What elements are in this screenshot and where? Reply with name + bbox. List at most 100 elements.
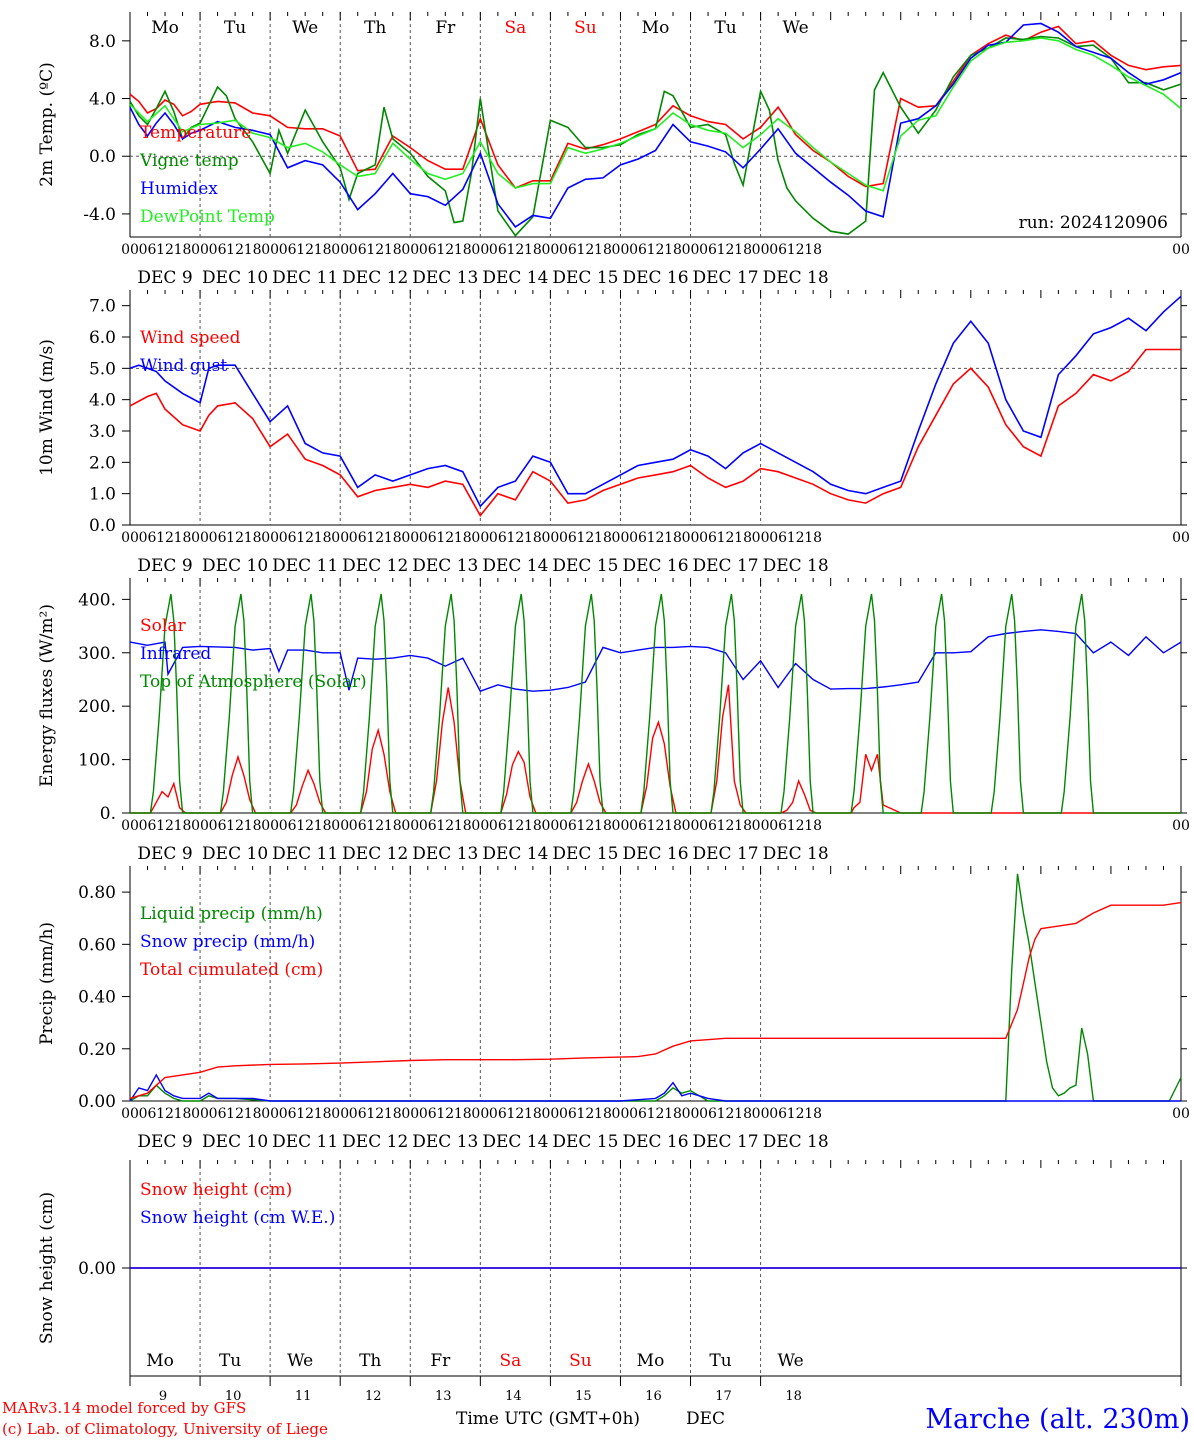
series-line-wind-gust	[129, 295, 1182, 508]
x-hour-tick-label: 18	[804, 1106, 822, 1122]
legend-entry: Vigne temp	[139, 151, 239, 171]
date-label: DEC 11	[272, 844, 338, 864]
x-hour-tick-label: 18	[804, 530, 822, 546]
x-hour-tick-label: 12	[506, 818, 524, 834]
y-tick-label: 4.0	[89, 391, 116, 411]
x-hour-tick-label: 12	[226, 1106, 244, 1122]
x-hour-tick-label: 18	[594, 818, 612, 834]
x-hour-tick-label: 06	[699, 818, 717, 834]
x-hour-tick-label: 12	[436, 1106, 454, 1122]
x-hour-tick-label: 06	[769, 530, 787, 546]
x-hour-tick-label: 18	[594, 242, 612, 258]
legend-entry: DewPoint Temp	[140, 207, 275, 227]
x-hour-tick-label: 00	[401, 530, 419, 546]
y-tick-label: 400.	[78, 590, 116, 610]
legend-entry: Snow height (cm)	[140, 1180, 292, 1200]
x-hour-tick-label: 06	[349, 242, 367, 258]
y-tick-label: 6.0	[89, 328, 116, 348]
weekday-label: Sa	[499, 1351, 521, 1371]
x-hour-tick-label: 00	[541, 1106, 559, 1122]
x-hour-tick-label: 06	[139, 1106, 157, 1122]
legend-entry: Solar	[140, 616, 186, 636]
x-hour-tick-label: 18	[244, 530, 262, 546]
x-hour-tick-label: 06	[209, 1106, 227, 1122]
x-hour-tick-label: 12	[787, 242, 805, 258]
weekday-label: Fr	[435, 18, 456, 38]
x-hour-tick-label: 06	[489, 242, 507, 258]
x-hour-tick-label: 06	[629, 530, 647, 546]
x-hour-tick-label: 18	[524, 818, 542, 834]
y-tick-label: 2.0	[89, 453, 116, 473]
x-hour-tick-label: 18	[314, 242, 332, 258]
y-tick-label: 8.0	[89, 32, 116, 52]
x-hour-tick-label: 12	[156, 242, 174, 258]
x-hour-tick-label: 00	[752, 530, 770, 546]
x-hour-tick-label: 06	[279, 1106, 297, 1122]
x-axis-title: Time UTC (GMT+0h)	[456, 1409, 640, 1429]
x-hour-tick-label: 18	[524, 530, 542, 546]
x-hour-tick-label: 06	[699, 530, 717, 546]
x-hour-tick-label: 00	[121, 818, 139, 834]
x-hour-tick-label: 12	[577, 1106, 595, 1122]
weekday-label: Tu	[224, 18, 246, 38]
x-hour-tick-label: 06	[419, 242, 437, 258]
x-hour-tick-label: 18	[454, 818, 472, 834]
date-label: DEC 12	[342, 556, 408, 576]
date-label: DEC 16	[622, 844, 688, 864]
x-hour-tick-label: 12	[366, 818, 384, 834]
weekday-label: Th	[364, 18, 386, 38]
x-hour-tick-label: 06	[699, 1106, 717, 1122]
x-hour-tick-label: 12	[436, 818, 454, 834]
x-hour-tick-label: 00	[121, 242, 139, 258]
weekday-label: Th	[359, 1351, 381, 1371]
day-number-label: 14	[505, 1389, 522, 1404]
date-label: DEC 14	[482, 556, 548, 576]
x-hour-tick-label: 06	[139, 530, 157, 546]
x-hour-tick-label: 06	[699, 242, 717, 258]
x-hour-tick-label: 12	[366, 242, 384, 258]
x-hour-tick-label: 06	[559, 818, 577, 834]
x-hour-tick-label: 06	[419, 818, 437, 834]
date-label: DEC 17	[693, 556, 759, 576]
x-hour-tick-label: 06	[559, 530, 577, 546]
date-label: DEC 10	[202, 556, 268, 576]
x-hour-tick-label: 00	[752, 1106, 770, 1122]
y-tick-label: 300.	[78, 644, 116, 664]
x-hour-tick-label: 00	[541, 530, 559, 546]
x-hour-tick-label: 18	[664, 242, 682, 258]
weekday-label: We	[778, 1351, 804, 1371]
date-label: DEC 14	[482, 268, 548, 288]
x-hour-tick-label: 18	[454, 242, 472, 258]
day-number-label: 16	[645, 1389, 662, 1404]
x-hour-tick-label: 12	[647, 1106, 665, 1122]
date-label: DEC 13	[412, 556, 478, 576]
series-line-liquid-precip-mm-h-	[129, 873, 1182, 1102]
x-hour-tick-label: 18	[664, 818, 682, 834]
x-hour-tick-label: 00	[121, 530, 139, 546]
legend-entry: Temperature	[140, 123, 251, 143]
date-label: DEC 13	[412, 844, 478, 864]
x-hour-tick-label: 18	[734, 242, 752, 258]
x-hour-tick-label: 18	[244, 242, 262, 258]
date-label: DEC 15	[552, 556, 618, 576]
x-hour-tick-label: 18	[384, 530, 402, 546]
x-hour-tick-label: 06	[769, 1106, 787, 1122]
x-hour-tick-label: 06	[209, 242, 227, 258]
legend-entry: Wind speed	[140, 328, 241, 348]
date-label: DEC 17	[693, 1132, 759, 1152]
date-label: DEC 15	[552, 1132, 618, 1152]
x-hour-tick-label: 12	[717, 242, 735, 258]
date-label: DEC 12	[342, 1132, 408, 1152]
legend-entry: Top of Atmosphere (Solar)	[140, 672, 367, 692]
run-label: run: 2024120906	[1019, 213, 1168, 233]
date-label: DEC 10	[202, 844, 268, 864]
weekday-label: Mo	[637, 1351, 665, 1371]
legend-entry: Snow height (cm W.E.)	[140, 1208, 335, 1228]
x-hour-tick-label: 06	[419, 1106, 437, 1122]
y-tick-label: 0.0	[89, 516, 116, 536]
x-hour-tick-label: 06	[489, 818, 507, 834]
y-tick-label: 200.	[78, 697, 116, 717]
x-hour-tick-label: 00	[191, 1106, 209, 1122]
x-hour-tick-label: 12	[296, 818, 314, 834]
series-line-dewpoint-temp	[129, 37, 1182, 192]
